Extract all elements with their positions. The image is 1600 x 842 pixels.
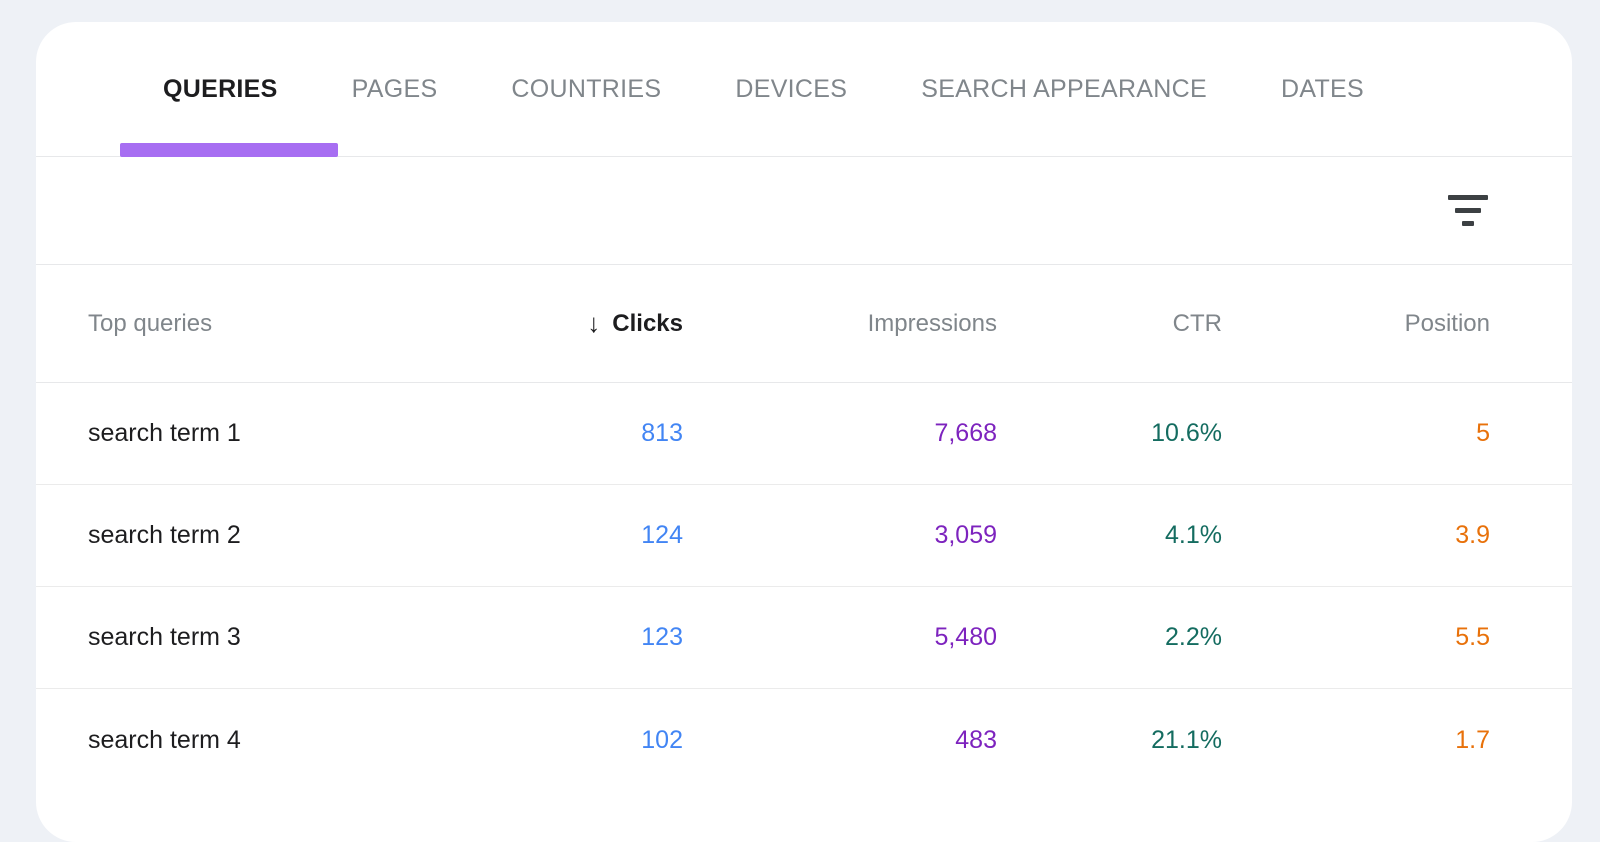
tab-dates[interactable]: DATES: [1280, 74, 1364, 103]
table-row[interactable]: search term 1 813 7,668 10.6% 5: [36, 383, 1572, 485]
position-cell: 3.9: [1455, 521, 1490, 549]
table-header-row: Top queries ↓ Clicks Impressions CTR Pos…: [36, 265, 1572, 383]
ctr-cell: 10.6%: [1151, 419, 1222, 447]
active-tab-indicator: [120, 143, 338, 157]
sort-descending-arrow-icon: ↓: [587, 308, 601, 338]
filter-icon-bar: [1455, 208, 1481, 213]
ctr-cell: 4.1%: [1165, 521, 1222, 549]
table-row[interactable]: search term 2 124 3,059 4.1% 3.9: [36, 485, 1572, 587]
tab-search-appearance[interactable]: SEARCH APPEARANCE: [921, 74, 1207, 103]
tab-pages[interactable]: PAGES: [351, 74, 438, 103]
clicks-cell: 102: [641, 725, 683, 754]
table-toolbar: [36, 157, 1572, 265]
query-cell: search term 1: [88, 419, 241, 447]
impressions-cell: 3,059: [934, 521, 997, 549]
table-row[interactable]: search term 4 102 483 21.1% 1.7: [36, 689, 1572, 791]
report-tabbar: QUERIES PAGES COUNTRIES DEVICES SEARCH A…: [36, 22, 1572, 157]
query-cell: search term 3: [88, 623, 241, 651]
report-card: QUERIES PAGES COUNTRIES DEVICES SEARCH A…: [36, 22, 1572, 842]
column-header-ctr[interactable]: CTR: [1172, 309, 1222, 337]
tab-devices[interactable]: DEVICES: [735, 74, 848, 103]
filter-icon-bar: [1448, 195, 1488, 200]
impressions-cell: 7,668: [934, 419, 997, 447]
table-row[interactable]: search term 3 123 5,480 2.2% 5.5: [36, 587, 1572, 689]
tab-countries[interactable]: COUNTRIES: [511, 74, 662, 103]
ctr-cell: 21.1%: [1151, 725, 1222, 754]
column-header-top-queries[interactable]: Top queries: [88, 309, 213, 337]
clicks-cell: 813: [641, 419, 683, 447]
clicks-cell: 124: [641, 521, 683, 549]
column-header-position[interactable]: Position: [1404, 309, 1490, 337]
position-cell: 5.5: [1455, 623, 1490, 651]
query-cell: search term 4: [88, 725, 241, 754]
column-header-impressions[interactable]: Impressions: [867, 309, 997, 337]
tab-queries[interactable]: QUERIES: [163, 74, 278, 103]
ctr-cell: 2.2%: [1165, 623, 1222, 651]
filter-icon[interactable]: [1442, 189, 1494, 232]
clicks-cell: 123: [641, 623, 683, 651]
filter-icon-bar: [1462, 221, 1474, 226]
column-header-clicks-label: Clicks: [612, 309, 683, 337]
position-cell: 1.7: [1455, 725, 1490, 754]
query-cell: search term 2: [88, 521, 241, 549]
impressions-cell: 483: [955, 725, 997, 754]
position-cell: 5: [1476, 419, 1490, 447]
column-header-clicks[interactable]: ↓ Clicks: [468, 308, 683, 339]
impressions-cell: 5,480: [934, 623, 997, 651]
